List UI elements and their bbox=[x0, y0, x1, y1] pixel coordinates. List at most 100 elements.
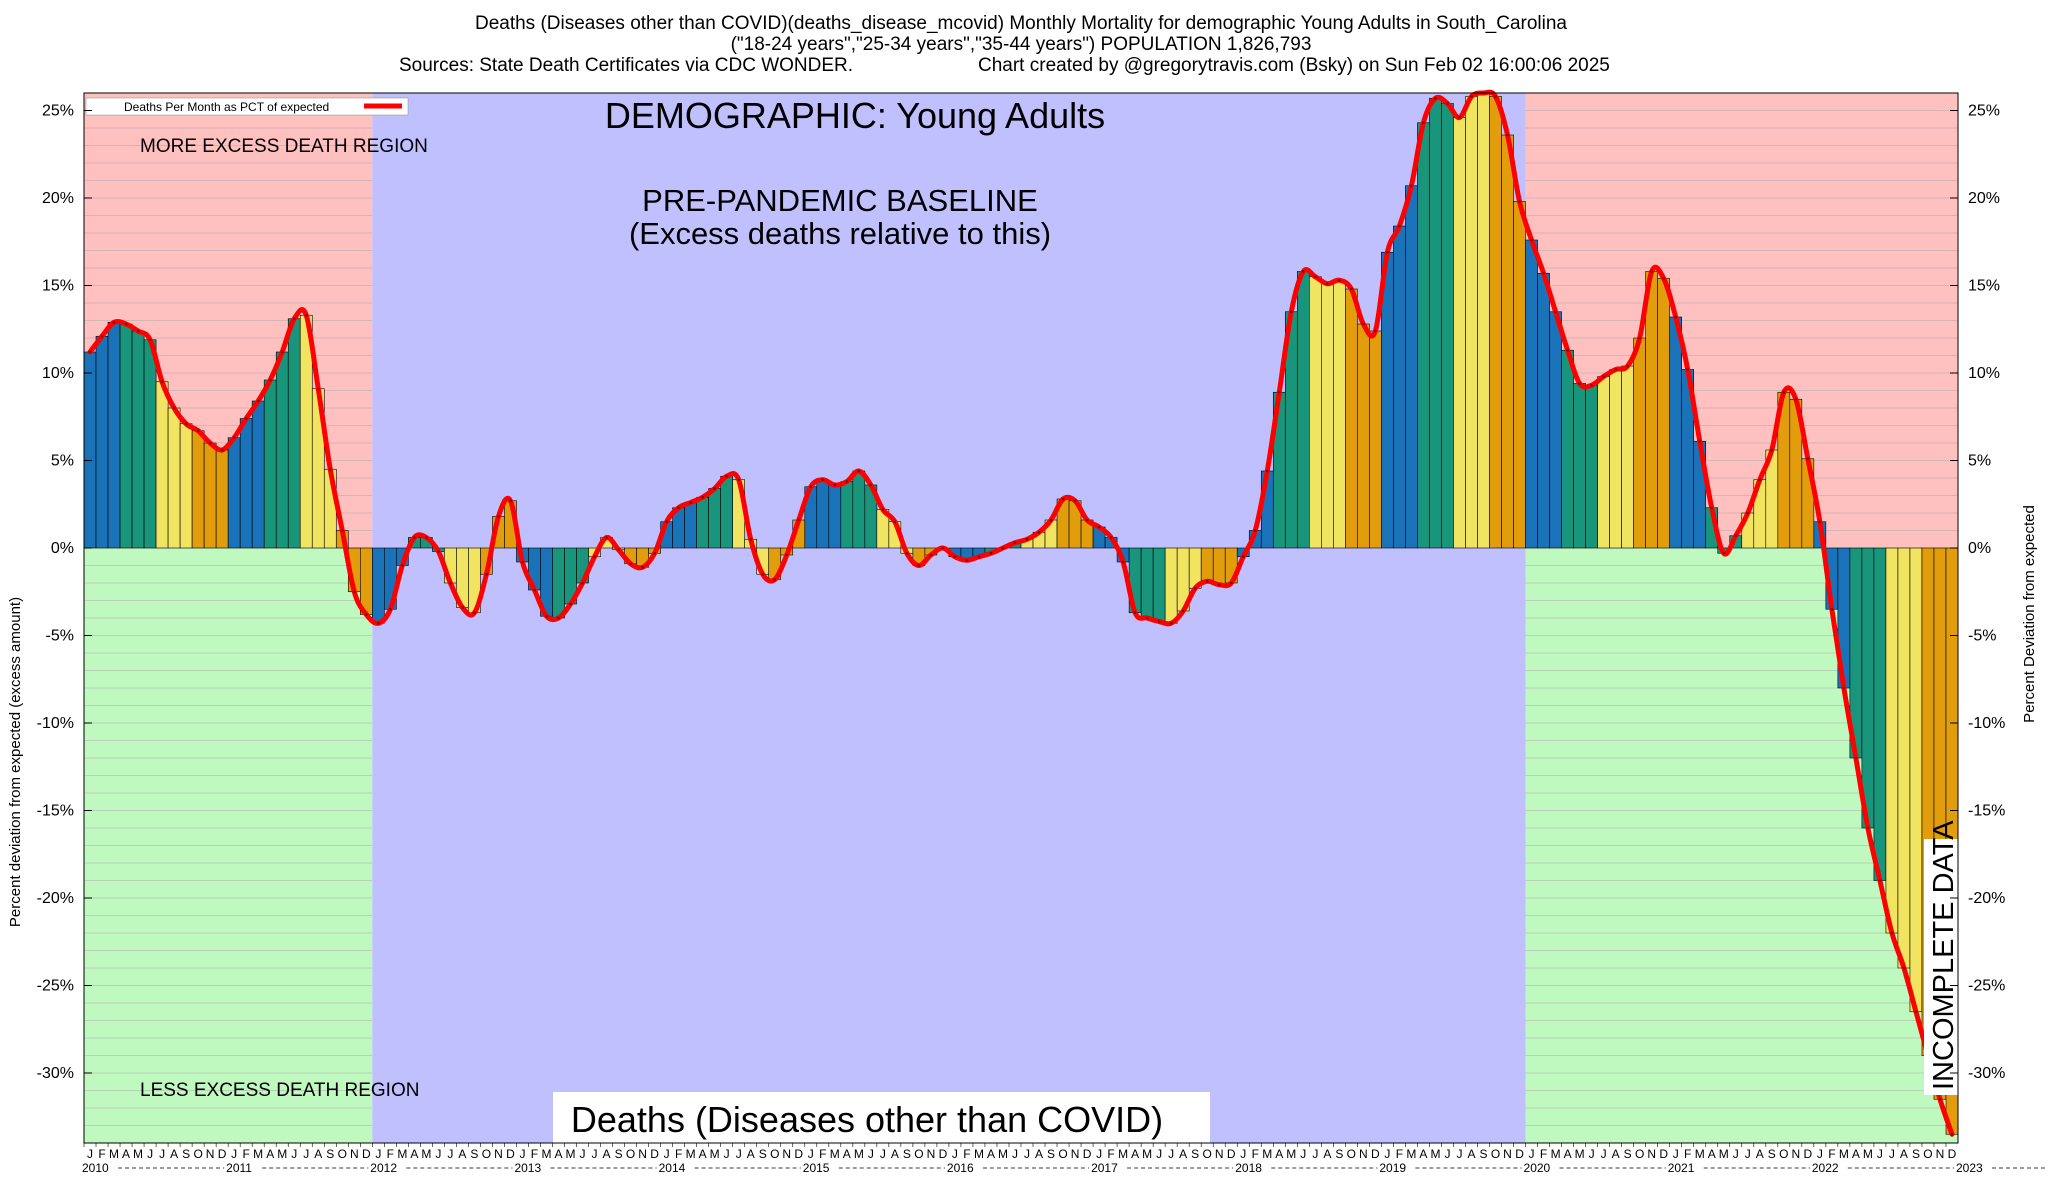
data-point bbox=[1770, 448, 1774, 452]
data-point bbox=[304, 313, 308, 317]
data-point bbox=[1698, 439, 1702, 443]
month-label: N bbox=[1791, 1147, 1800, 1161]
month-label: J bbox=[1673, 1147, 1679, 1161]
month-label: M bbox=[1551, 1147, 1561, 1161]
month-label: A bbox=[1756, 1147, 1764, 1161]
month-label: J bbox=[1529, 1147, 1535, 1161]
data-point bbox=[1434, 96, 1437, 100]
data-point bbox=[292, 317, 296, 321]
month-label: O bbox=[1779, 1147, 1788, 1161]
data-point bbox=[1398, 224, 1401, 228]
data-point bbox=[1830, 607, 1834, 611]
month-label: J bbox=[1877, 1147, 1883, 1161]
month-label: A bbox=[1708, 1147, 1716, 1161]
month-label: A bbox=[314, 1147, 322, 1161]
bar bbox=[1549, 311, 1562, 549]
month-label: M bbox=[1839, 1147, 1849, 1161]
month-label: S bbox=[1479, 1147, 1487, 1161]
month-label: F bbox=[531, 1147, 538, 1161]
data-point bbox=[413, 536, 416, 539]
bar bbox=[227, 437, 241, 549]
month-label: J bbox=[159, 1147, 165, 1161]
bar bbox=[1873, 547, 1887, 881]
y-axis-left: 25% 20% 15% 10% 5% 0% -5% -10% -15% -20% -25% -30% bbox=[37, 103, 92, 1082]
bar bbox=[1633, 337, 1646, 549]
month-label: M bbox=[1118, 1147, 1128, 1161]
cause-label-box bbox=[553, 1092, 1210, 1144]
month-label: J bbox=[736, 1147, 742, 1161]
data-point bbox=[569, 602, 572, 606]
bar bbox=[1140, 547, 1154, 619]
data-point bbox=[1025, 537, 1029, 541]
data-point bbox=[1145, 616, 1149, 620]
data-point bbox=[1229, 581, 1233, 585]
month-label: F bbox=[819, 1147, 826, 1161]
data-point bbox=[1253, 529, 1257, 532]
data-point bbox=[965, 558, 969, 562]
month-label: J bbox=[1168, 1147, 1174, 1161]
data-point bbox=[1554, 310, 1557, 314]
month-label: J bbox=[1444, 1147, 1450, 1161]
bar bbox=[215, 449, 229, 549]
data-point bbox=[184, 422, 188, 426]
month-label: J bbox=[291, 1147, 297, 1161]
data-point bbox=[1085, 518, 1089, 522]
incomplete-data-label-group: INCOMPLETE DATA bbox=[1924, 820, 1960, 1095]
month-label: N bbox=[1647, 1147, 1656, 1161]
month-label: M bbox=[397, 1147, 407, 1161]
data-point bbox=[112, 320, 116, 324]
data-point bbox=[485, 572, 488, 576]
data-point bbox=[1746, 511, 1750, 515]
y-tick-label: -20% bbox=[1968, 890, 2005, 907]
data-point bbox=[641, 565, 644, 569]
month-label: D bbox=[1948, 1147, 1957, 1161]
month-label: M bbox=[541, 1147, 551, 1161]
year-label: 2016 bbox=[947, 1161, 974, 1175]
year-label: 2015 bbox=[803, 1161, 830, 1175]
data-point bbox=[1494, 95, 1497, 98]
month-label: N bbox=[1503, 1147, 1512, 1161]
month-label: O bbox=[770, 1147, 779, 1161]
data-point bbox=[1061, 497, 1065, 501]
month-label: A bbox=[987, 1147, 995, 1161]
bar bbox=[720, 475, 733, 549]
bar bbox=[1321, 283, 1334, 549]
data-point bbox=[1049, 518, 1053, 522]
month-label: D bbox=[1371, 1147, 1380, 1161]
data-point bbox=[1530, 238, 1533, 242]
month-label: A bbox=[843, 1147, 851, 1161]
data-point bbox=[689, 501, 692, 504]
month-label: D bbox=[218, 1147, 227, 1161]
data-point bbox=[136, 329, 140, 333]
bar bbox=[1585, 384, 1598, 549]
y-tick-label: -5% bbox=[1968, 628, 1996, 645]
month-label: A bbox=[1419, 1147, 1427, 1161]
month-label: M bbox=[1863, 1147, 1873, 1161]
month-label: F bbox=[963, 1147, 970, 1161]
data-point bbox=[1650, 270, 1653, 273]
data-point bbox=[1374, 329, 1377, 333]
month-label: S bbox=[1624, 1147, 1632, 1161]
month-label: J bbox=[435, 1147, 441, 1161]
month-label: O bbox=[1635, 1147, 1644, 1161]
month-label: M bbox=[109, 1147, 119, 1161]
data-point bbox=[352, 590, 356, 594]
y-tick-label: -10% bbox=[1968, 715, 2005, 732]
month-label: S bbox=[1191, 1147, 1199, 1161]
bar bbox=[179, 423, 193, 549]
month-label: N bbox=[494, 1147, 503, 1161]
month-label: O bbox=[1058, 1147, 1067, 1161]
bar bbox=[191, 430, 205, 549]
bar bbox=[684, 502, 697, 549]
data-point bbox=[893, 520, 897, 524]
bar bbox=[1441, 103, 1454, 549]
data-point bbox=[1578, 382, 1581, 385]
y-tick-label: -15% bbox=[1968, 803, 2005, 820]
month-label: M bbox=[854, 1147, 864, 1161]
month-label: J bbox=[724, 1147, 730, 1161]
bar bbox=[1417, 122, 1430, 549]
data-point bbox=[1277, 390, 1281, 394]
month-label: S bbox=[903, 1147, 911, 1161]
data-point bbox=[1157, 620, 1161, 623]
